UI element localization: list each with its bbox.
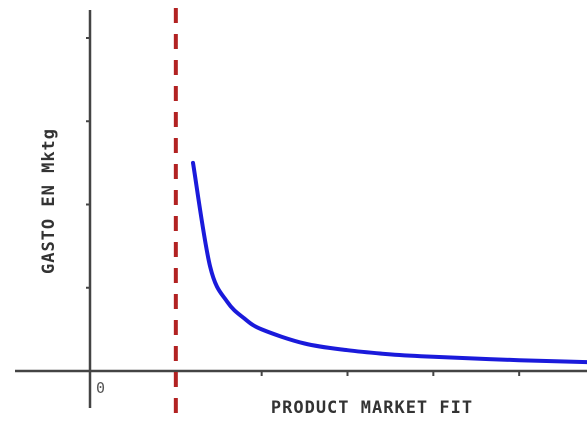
x-axis-label: PRODUCT MARKET FIT [271,398,473,418]
series-line [191,160,587,365]
y-axis-label: GASTO EN Mktg [39,128,59,274]
origin-label: 0 [96,379,105,397]
y-ticks [86,37,91,289]
